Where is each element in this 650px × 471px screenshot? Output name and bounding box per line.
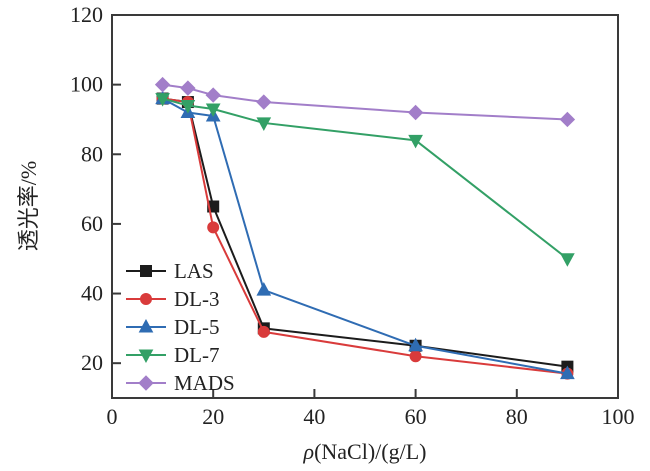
x-axis-title: ρ(NaCl)/(g/L) (303, 439, 427, 464)
legend-label: DL-7 (174, 343, 220, 367)
data-point-DL-7 (256, 117, 272, 131)
legend-marker-circle (140, 293, 152, 305)
legend-marker-square (140, 265, 152, 277)
legend-marker-triangle-up (138, 318, 154, 333)
data-point-DL-7 (205, 103, 221, 118)
x-tick-label: 80 (506, 404, 528, 429)
data-point-DL-3 (257, 325, 270, 338)
data-point-MADS (154, 76, 171, 93)
y-tick-label: 100 (70, 72, 103, 97)
data-point-MADS (559, 111, 576, 128)
data-point-DL-3 (207, 221, 220, 234)
legend-label: DL-5 (174, 315, 220, 339)
series-layer (154, 76, 576, 380)
data-point-DL-5 (560, 365, 575, 380)
legend-marker-triangle-down (138, 349, 154, 364)
x-tick-label: 40 (303, 404, 325, 429)
y-axis-title: 透光率/% (16, 161, 41, 251)
data-point-MADS (407, 104, 424, 121)
plot-frame (111, 14, 619, 399)
x-tick-label: 60 (405, 404, 427, 429)
y-tick-label: 80 (81, 141, 103, 166)
legend-item-DL-7: DL-7 (126, 343, 220, 367)
legend-label: MADS (174, 371, 235, 395)
x-tick-label: 100 (602, 404, 635, 429)
legend-item-DL-5: DL-5 (126, 315, 220, 339)
data-point-DL-7 (180, 100, 196, 114)
data-point-MADS (180, 80, 196, 96)
legend-item-DL-3: DL-3 (126, 287, 220, 311)
y-tick-label: 40 (81, 281, 103, 306)
axes-layer: 0 20 40 60 80 100 20 40 60 80 100 120 (70, 2, 635, 429)
legend-layer: LAS DL-3 DL-5 DL-7 MADS (126, 259, 235, 395)
legend-item-MADS: MADS (126, 371, 235, 395)
data-point-LAS (207, 200, 220, 213)
series-line-DL-3 (162, 97, 568, 375)
data-point-DL-5 (408, 337, 423, 352)
legend-label: LAS (174, 259, 214, 283)
series-line-MADS (162, 83, 568, 121)
data-point-DL-7 (560, 253, 575, 267)
data-point-DL-7 (155, 93, 170, 107)
x-tick-label: 0 (107, 404, 118, 429)
data-point-MADS (256, 94, 272, 110)
series-line-DL-7 (162, 97, 569, 260)
legend-marker-diamond (138, 375, 154, 391)
x-tick-label: 20 (202, 404, 224, 429)
legend-item-LAS: LAS (126, 259, 214, 283)
data-point-DL-5 (256, 282, 272, 296)
y-tick-label: 20 (81, 350, 103, 375)
legend-label: DL-3 (174, 287, 220, 311)
y-tick-label: 120 (70, 2, 103, 27)
series-line-DL-5 (162, 97, 568, 375)
data-point-DL-3 (409, 350, 422, 363)
y-tick-label: 60 (81, 211, 103, 236)
data-point-MADS (205, 87, 221, 103)
data-point-DL-7 (408, 134, 423, 149)
